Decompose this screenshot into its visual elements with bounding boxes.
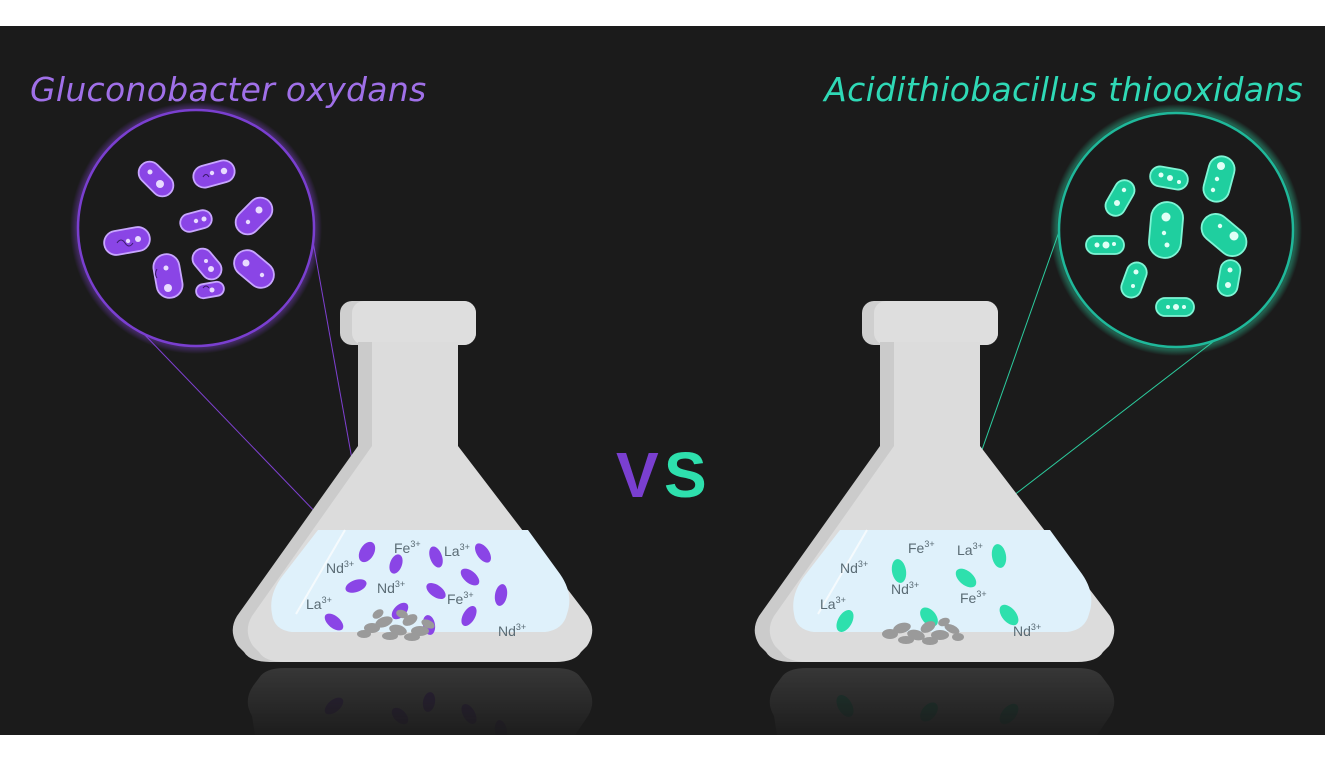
left-organism-title: Gluconobacter oxydans: [30, 70, 427, 109]
right-reflection: [769, 668, 1115, 735]
left-sediment: [357, 609, 435, 641]
svg-text:La3+: La3+: [957, 541, 983, 558]
svg-text:La3+: La3+: [444, 542, 470, 559]
svg-text:Nd3+: Nd3+: [377, 579, 405, 596]
left-ion-labels: Fe3+ La3+ Nd3+ Nd3+ Fe3+ La3+ Nd3+: [306, 539, 526, 639]
svg-text:La3+: La3+: [306, 595, 332, 612]
left-magnifier: [70, 102, 322, 354]
versus-v: V: [616, 439, 659, 511]
svg-text:Nd3+: Nd3+: [891, 580, 919, 597]
svg-text:Fe3+: Fe3+: [960, 589, 987, 606]
right-bacteria-cluster: [1085, 155, 1248, 317]
svg-text:Nd3+: Nd3+: [326, 559, 354, 576]
right-ion-labels: Fe3+ La3+ Nd3+ Nd3+ Fe3+ La3+ Nd3+: [820, 539, 1041, 639]
svg-text:Fe3+: Fe3+: [394, 539, 421, 556]
svg-text:Fe3+: Fe3+: [447, 590, 474, 607]
right-bacteria-in-flask: [836, 544, 1019, 632]
svg-text:Fe3+: Fe3+: [908, 539, 935, 556]
svg-text:La3+: La3+: [820, 595, 846, 612]
illustration: Fe3+ La3+ Nd3+ Nd3+ Fe3+ La3+ Nd3+: [70, 102, 1302, 735]
right-magnifier: [1050, 104, 1302, 356]
svg-text:Nd3+: Nd3+: [498, 622, 526, 639]
left-reflection: [247, 668, 593, 735]
right-sediment: [882, 617, 964, 645]
right-organism-title: Acidithiobacillus thiooxidans: [824, 70, 1303, 109]
svg-text:Nd3+: Nd3+: [840, 559, 868, 576]
svg-text:Nd3+: Nd3+: [1013, 622, 1041, 639]
comparison-scene: Fe3+ La3+ Nd3+ Nd3+ Fe3+ La3+ Nd3+: [0, 26, 1325, 735]
left-flask: [232, 301, 593, 662]
versus-s: S: [664, 439, 707, 511]
right-flask: [754, 301, 1115, 662]
versus-logo: V S: [616, 439, 707, 511]
